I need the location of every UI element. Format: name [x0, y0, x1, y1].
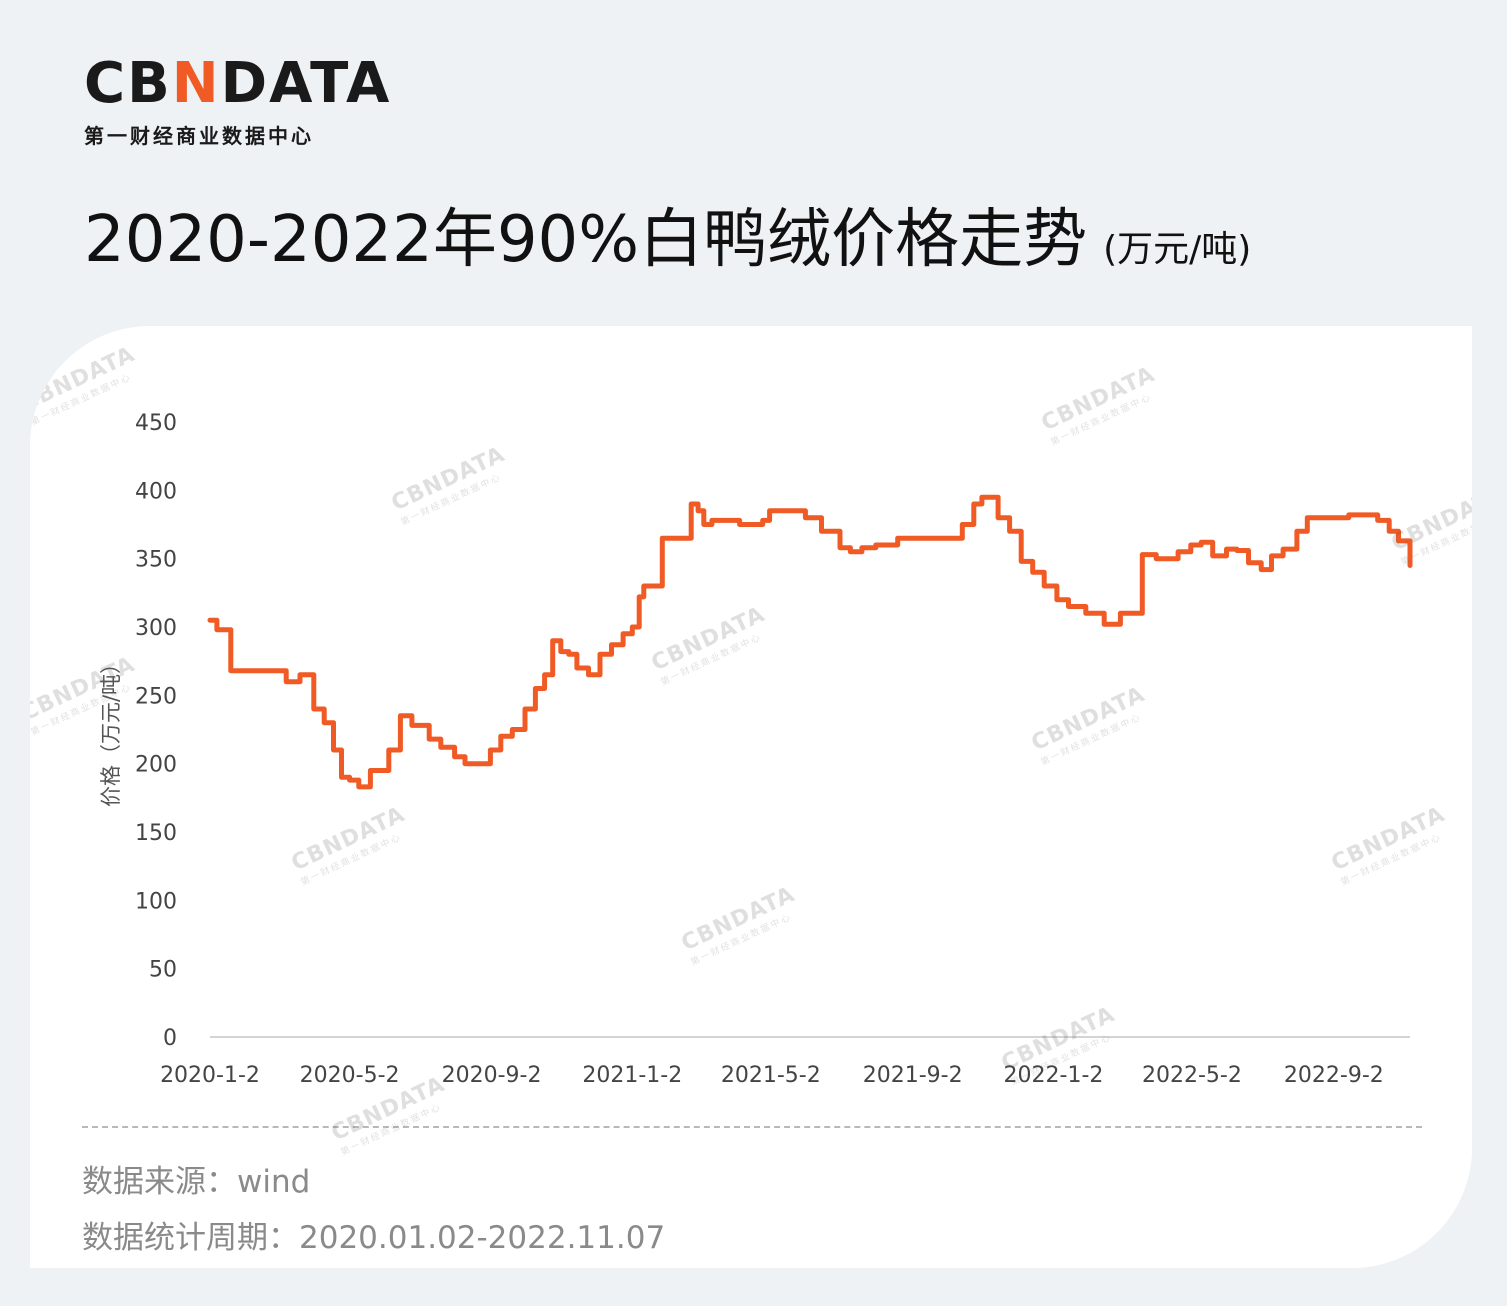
logo-wordmark-post: DATA — [220, 51, 392, 116]
y-tick-label: 400 — [135, 479, 177, 504]
y-tick-label: 450 — [135, 411, 177, 436]
data-period: 数据统计周期：2020.01.02-2022.11.07 — [82, 1220, 666, 1256]
x-tick-label: 2021-9-2 — [863, 1063, 963, 1088]
y-tick-label: 100 — [135, 889, 177, 914]
y-axis-ticks: 0 50 100 150 200 250 300 350 400 450 — [135, 411, 177, 1051]
logo-wordmark: CBNDATA — [84, 56, 391, 112]
x-tick-label: 2020-1-2 — [160, 1063, 260, 1088]
title-text: 2020-2022年90%白鸭绒价格走势 — [84, 203, 1088, 277]
x-tick-label: 2022-1-2 — [1004, 1063, 1104, 1088]
y-tick-label: 50 — [149, 958, 177, 983]
logo-wordmark-accent: N — [171, 51, 221, 116]
x-tick-label: 2020-5-2 — [300, 1063, 400, 1088]
y-axis-label: 价格（万元/吨） — [99, 653, 123, 807]
title-unit: (万元/吨) — [1103, 229, 1252, 270]
x-tick-label: 2022-5-2 — [1142, 1063, 1242, 1088]
x-axis-ticks: 2020-1-2 2020-5-2 2020-9-2 2021-1-2 2021-5-2… — [160, 1063, 1384, 1088]
y-tick-label: 300 — [135, 616, 177, 641]
y-tick-label: 350 — [135, 548, 177, 573]
logo-subtitle: 第一财经商业数据中心 — [84, 124, 314, 148]
x-tick-label: 2020-9-2 — [442, 1063, 542, 1088]
brand-logo: CBNDATA 第一财经商业数据中心 — [84, 56, 391, 149]
y-tick-label: 200 — [135, 753, 177, 778]
series-line — [207, 494, 1413, 790]
y-tick-label: 0 — [163, 1026, 177, 1051]
page-title: 2020-2022年90%白鸭绒价格走势 (万元/吨) — [84, 198, 1251, 292]
x-tick-label: 2021-1-2 — [582, 1063, 682, 1088]
x-tick-label: 2022-9-2 — [1284, 1063, 1384, 1088]
logo-wordmark-pre: CB — [84, 51, 172, 116]
y-tick-label: 250 — [135, 684, 177, 709]
x-tick-label: 2021-5-2 — [721, 1063, 821, 1088]
chart-card: 0 50 100 150 200 250 300 350 400 450 2020-1-2 2020… — [30, 326, 1472, 1268]
y-tick-label: 150 — [135, 821, 177, 846]
footer-divider — [82, 1126, 1422, 1128]
data-source: 数据来源：wind — [82, 1164, 311, 1200]
